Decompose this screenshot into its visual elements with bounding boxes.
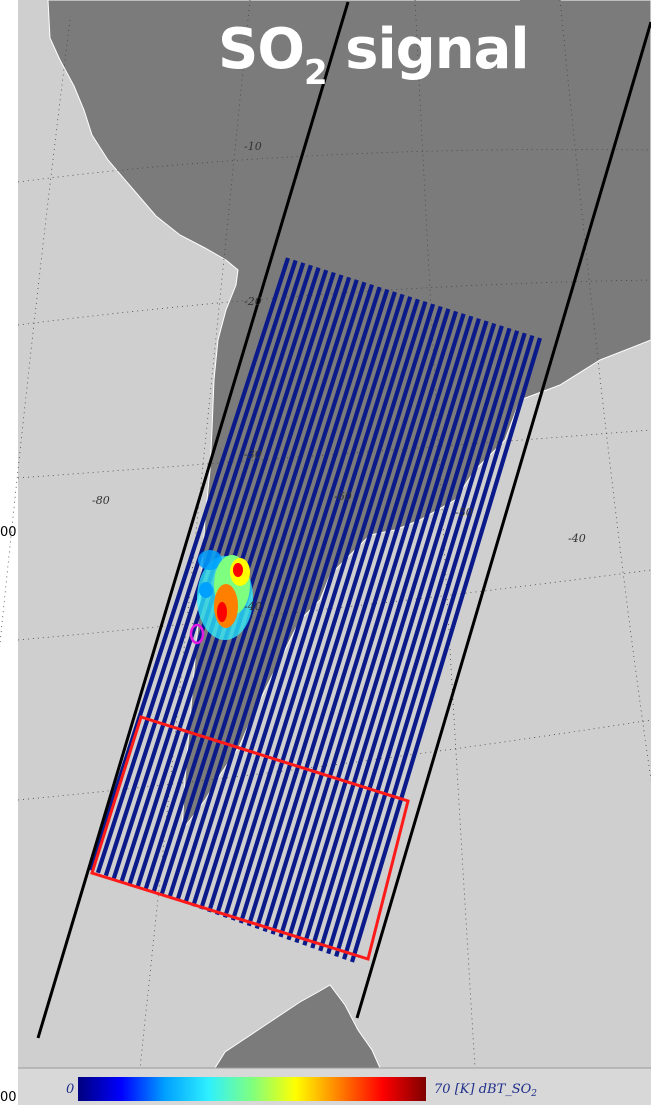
swath-scan-line [191,288,390,907]
swath-scan-line [294,320,489,944]
swath-scan-line [326,330,520,955]
swath-scan-line [215,296,413,916]
swath-scan-line [286,317,481,941]
swath-scan-line [238,303,436,924]
swath-scan-line [230,301,428,921]
colorbar-min-label: 0 [66,1082,74,1097]
swath-scan-line [159,279,359,896]
lon-label-60: -60 [334,490,352,503]
swath-scan-line [183,286,382,905]
swath-scan-line [262,310,459,932]
swath-scan-line [334,332,527,958]
graticule [0,0,651,1069]
swath-scan-line [246,305,443,927]
swath-scan-line [342,334,535,960]
lon-label-40: -40 [568,532,586,545]
swath-scan-line [349,337,543,963]
swath-scan-line [310,325,504,949]
swath-scan-line [199,291,397,910]
swath-scan-line [222,298,420,919]
swath-scan-line [278,315,474,938]
swath-scan-line [270,313,466,935]
swath-scan-line [88,257,290,871]
orbit-track-lines [36,1,651,1039]
so2-plume [197,550,253,640]
swath-scan-line [175,284,375,902]
land-antarctic-peninsula [214,984,381,1068]
colorbar-max-label: 70 [K] dBT_SO2 [434,1082,537,1099]
lat-label-30: -30 [244,448,262,461]
satellite-swath [88,257,543,963]
lon-label-80: -80 [92,494,110,507]
colorbar-gradient [78,1077,426,1101]
lat-label-10: -10 [244,140,262,153]
swath-scan-line [95,259,298,874]
edge-label-mid: 00 [0,525,17,540]
lat-label-20: -20 [244,295,262,308]
lon-label-50: -50 [455,506,473,519]
volcano-marker [189,623,205,645]
study-area-box [90,715,410,961]
edge-label-bottom: 00 [0,1090,17,1105]
swath-scan-line [167,281,367,899]
map-title: SO2 signal [218,17,530,93]
swath-scan-line [207,293,405,913]
swath-scan-line [318,327,512,952]
lat-label-40: -40 [244,600,262,613]
swath-scan-line [254,308,451,930]
swath-scan-line [103,262,306,877]
land-northeast [520,0,560,26]
swath-scan-line [302,322,497,946]
